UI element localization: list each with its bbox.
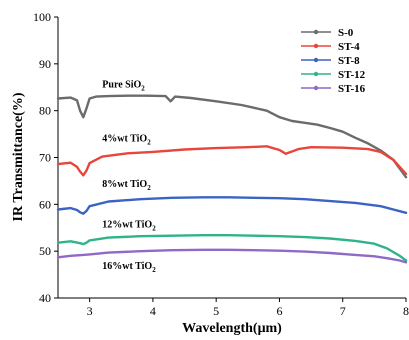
curve-annotation: 8%wt TiO2	[102, 179, 151, 192]
x-tick-label: 3	[87, 304, 93, 318]
x-tick-label: 5	[213, 304, 219, 318]
annotation-subscript: 2	[141, 84, 145, 92]
legend-label: S-0	[338, 27, 354, 39]
annotation-text: 8%wt TiO	[102, 179, 147, 190]
x-tick-label: 8	[403, 304, 409, 318]
x-tick-label: 7	[340, 304, 346, 318]
series-line-st-8	[56, 196, 408, 215]
x-axis-title: Wavelength(μm)	[182, 321, 282, 336]
y-tick-label: 40	[39, 291, 51, 305]
y-axis-title: IR Transmittance(%)	[11, 92, 26, 221]
annotation-text: 12%wt TiO	[102, 219, 152, 230]
series-lines	[56, 94, 408, 264]
y-tick-label: 100	[33, 10, 51, 24]
legend: S-0 ST-4 ST-8 ST-12 ST-16	[301, 27, 366, 95]
curve-annotation: Pure SiO2	[102, 79, 145, 92]
annotation-text: 4%wt TiO	[102, 134, 147, 145]
legend-label: ST-16	[338, 83, 366, 95]
annotation-subscript: 2	[147, 139, 151, 147]
x-tick-label: 4	[150, 304, 156, 318]
curve-annotation: 12%wt TiO2	[102, 219, 156, 232]
series-line-st-12	[56, 233, 408, 262]
x-tick-label: 6	[276, 304, 282, 318]
annotation-text: 16%wt TiO	[102, 261, 152, 272]
annotation-subscript: 2	[147, 184, 151, 192]
annotation-subscript: 2	[152, 266, 156, 274]
y-tick-label: 90	[39, 57, 51, 71]
legend-label: ST-12	[338, 69, 366, 81]
annotation-subscript: 2	[152, 224, 156, 232]
curve-annotation: 4%wt TiO2	[102, 134, 151, 147]
annotation-text: Pure SiO	[102, 79, 141, 90]
legend-marker	[313, 29, 319, 35]
y-tick-label: 80	[39, 104, 51, 118]
curve-annotation: 16%wt TiO2	[102, 261, 156, 274]
y-tick-label: 60	[39, 197, 51, 211]
legend-marker	[313, 57, 319, 63]
legend-label: ST-8	[338, 55, 360, 67]
legend-label: ST-4	[338, 41, 360, 53]
legend-marker	[313, 71, 319, 77]
y-tick-label: 50	[39, 244, 51, 258]
series-line-s-0	[56, 94, 408, 179]
y-tick-label: 70	[39, 151, 51, 165]
series-line-st-4	[56, 145, 408, 177]
axis-ticks: 3 4 5 6 7 8 40 50 60 70 80 90 100	[33, 10, 409, 318]
series-line-st-16	[56, 248, 408, 264]
legend-marker	[313, 43, 319, 49]
legend-marker	[313, 85, 319, 91]
